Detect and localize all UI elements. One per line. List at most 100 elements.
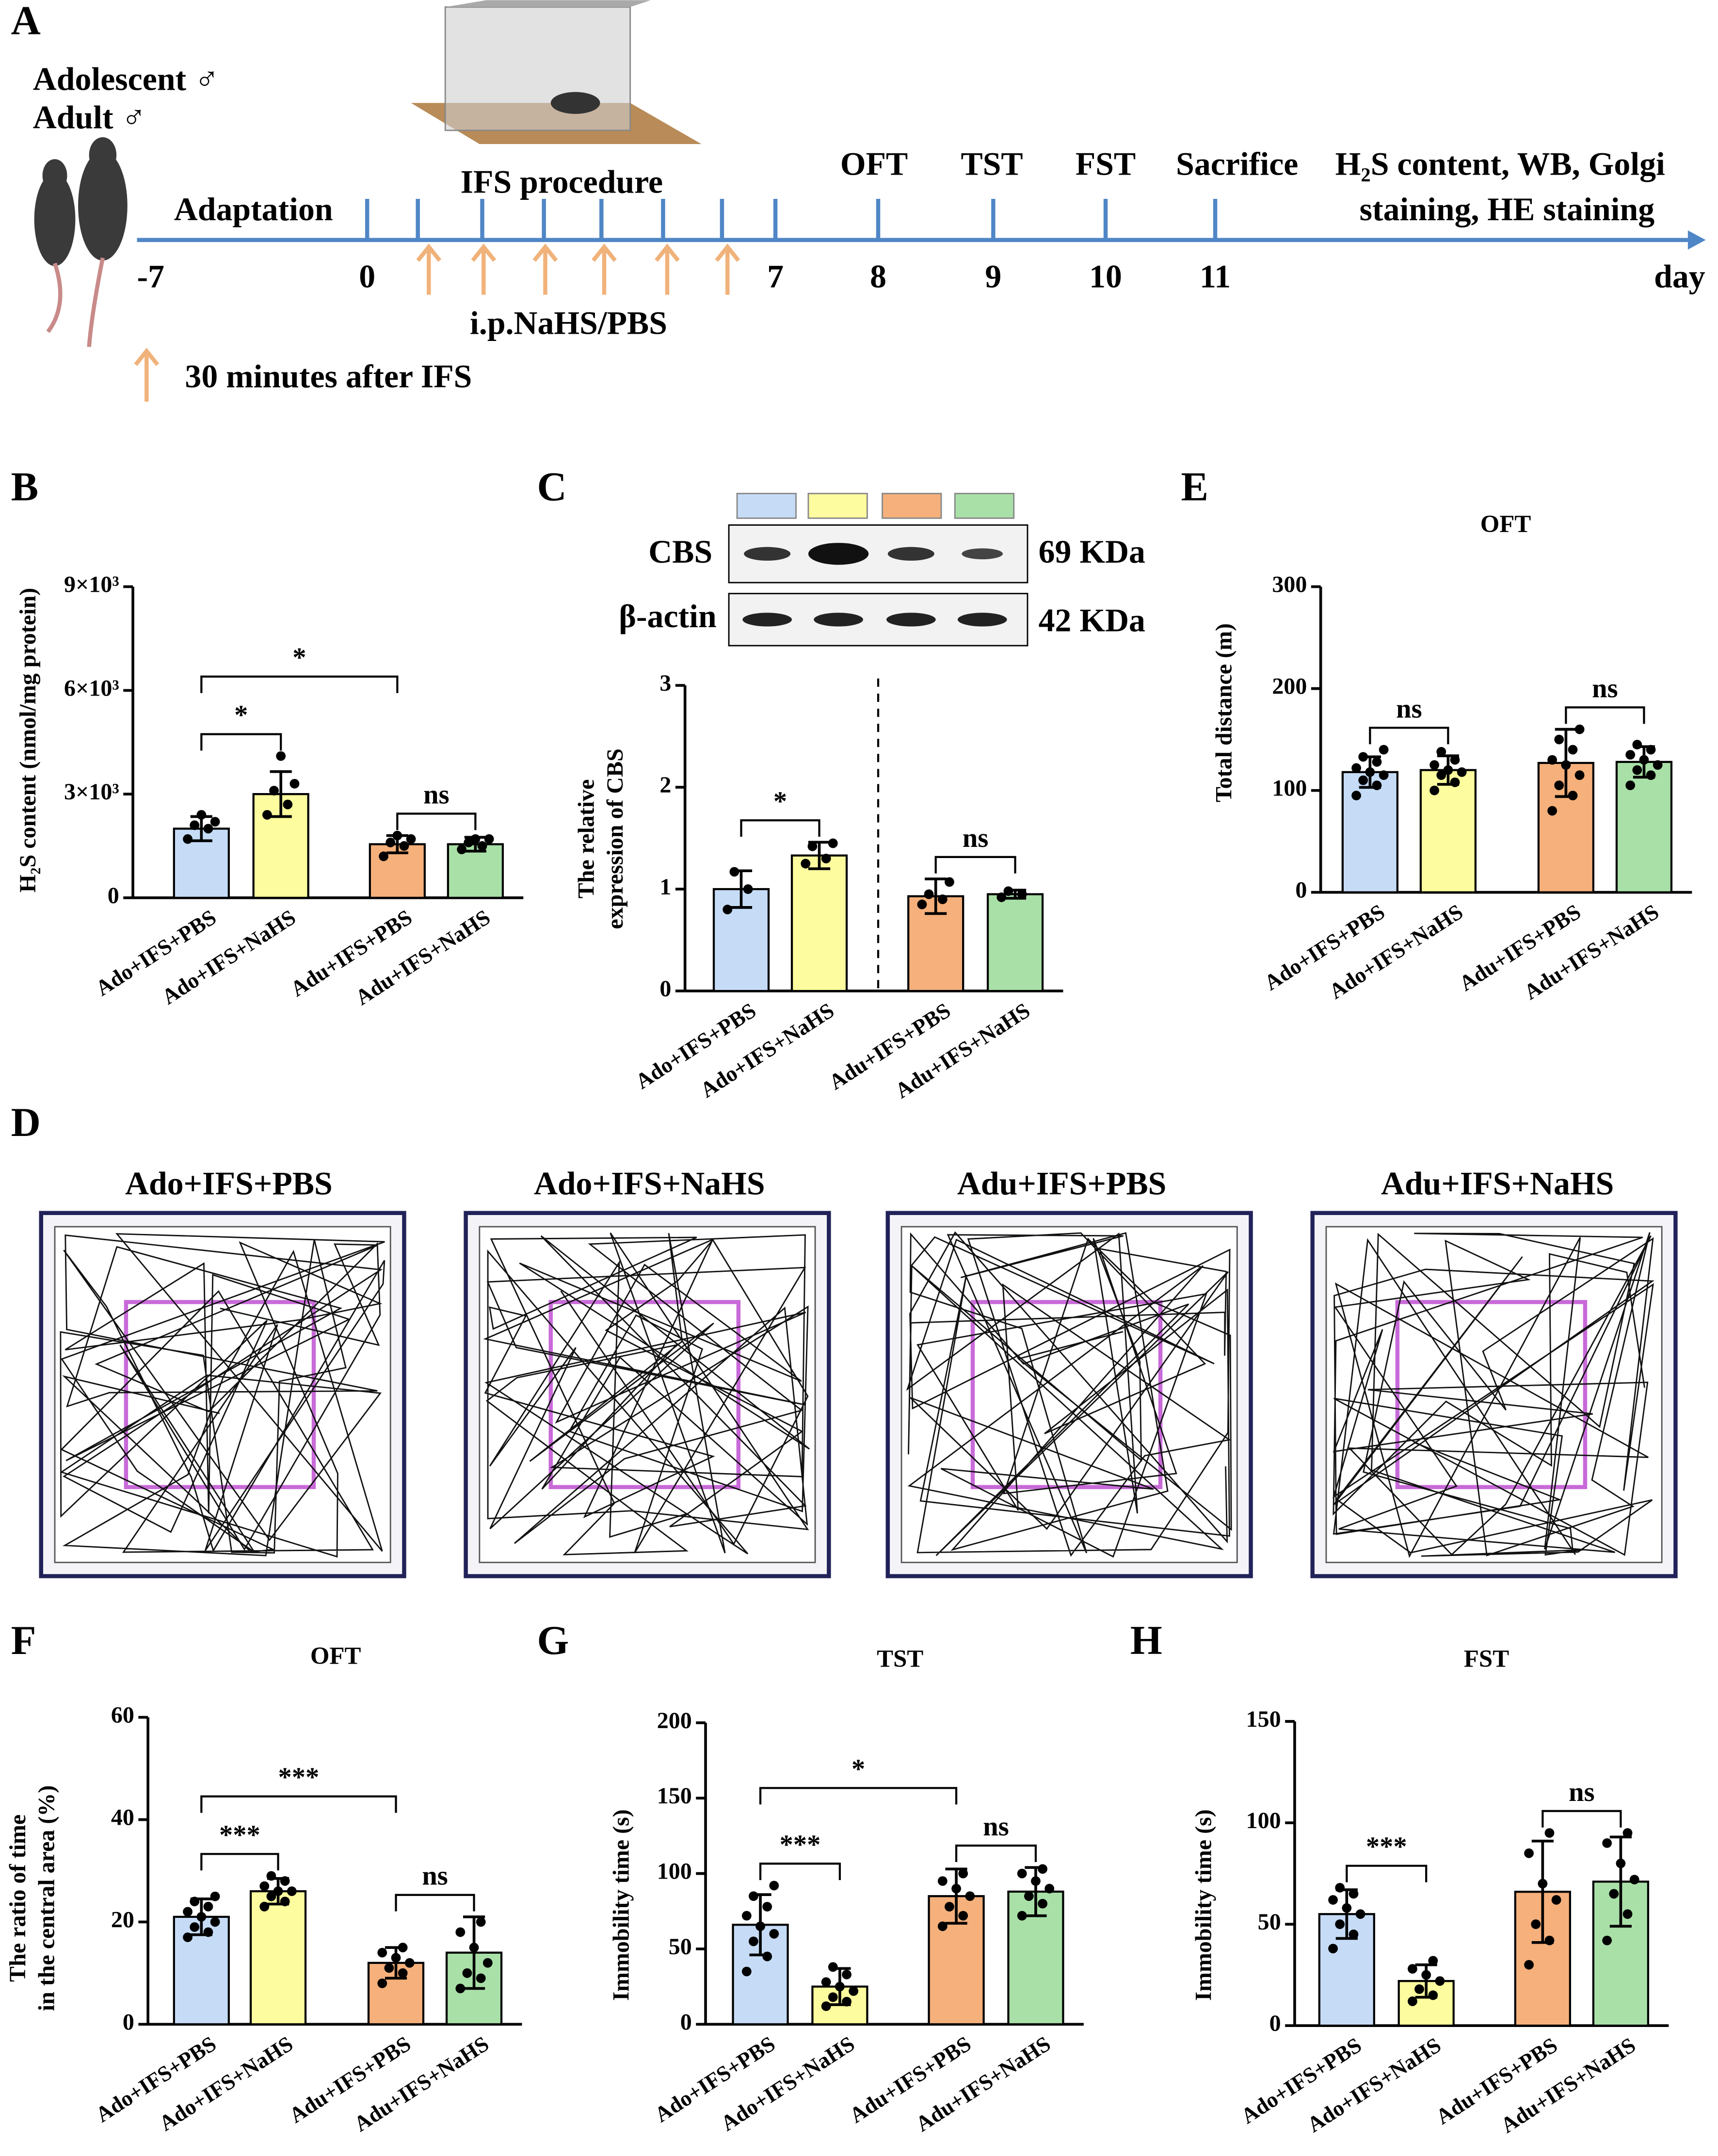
data-point [945,1902,954,1912]
data-point [384,1963,394,1973]
data-point [842,1996,851,2007]
y-tick-label: 1 [659,874,671,900]
blot-protein: CBS [648,534,712,570]
timeline-panel: A Adolescent ♂ Adult ♂ Adaptation IFS pr… [11,0,1706,402]
y-tick-label: 50 [1258,1909,1281,1935]
data-point [762,1951,772,1961]
center-zone [1395,1300,1588,1490]
panel-letter: F [11,1618,36,1663]
data-point [379,851,388,861]
y-tick-label: 60 [111,1702,134,1728]
data-point [1436,746,1446,757]
data-point [937,1921,947,1931]
data-point [404,1958,415,1968]
data-point [1524,1960,1534,1970]
data-point [455,1983,466,1994]
data-point [937,894,947,904]
panel-letter: D [11,1100,41,1145]
significance-bracket [759,1787,958,1805]
data-point [392,830,402,841]
day-label: 10 [1089,258,1122,294]
data-point [1574,770,1585,780]
data-point [749,1936,758,1946]
significance-bracket [200,733,282,751]
y-axis-label: Immobility time (s) [1190,1809,1216,2001]
data-point [1328,1944,1338,1954]
data-point [259,1901,270,1912]
data-point [1538,1879,1548,1889]
data-point [190,1922,200,1932]
data-point [1629,1875,1639,1885]
significance-bracket [955,1844,1037,1862]
data-point [1372,757,1382,767]
data-point [1031,1876,1041,1886]
data-point [210,1891,220,1901]
data-point [1435,1976,1445,1986]
ifs-arrow [532,243,558,295]
data-point [741,1966,752,1977]
cage-illustration [411,0,702,145]
y-tick-label: 40 [111,1805,134,1831]
data-point [958,1911,968,1921]
y-axis-label: The ratio of time in the central area (%) [5,1785,59,2011]
data-point [1429,760,1440,770]
data-point [457,844,467,855]
bar [986,893,1044,992]
significance-bracket [740,819,820,837]
data-point [769,1929,779,1939]
significance-label: *** [780,1830,821,1860]
day-label: 9 [985,258,1001,294]
data-point [476,1973,486,1983]
significance-label: ns [422,1861,448,1891]
data-point [1602,1935,1612,1945]
axis-unit: day [1654,258,1705,294]
x-tick-label: Ado+IFS+NaHS [717,2031,859,2136]
data-point [1003,886,1013,896]
phase: IFS procedure [461,163,663,200]
bar [1615,761,1673,893]
significance-label: *** [1366,1832,1407,1862]
data-point [1414,1984,1424,1994]
data-point [1349,1889,1359,1899]
x-tick-label: Adu+IFS+NaHS [350,2031,493,2136]
day-label: 11 [1200,258,1231,294]
data-point [965,1891,975,1901]
panel-letter: G [537,1618,569,1663]
y-axis-label: Total distance (m) [1211,623,1237,802]
y-tick-label: 200 [1272,674,1307,699]
data-point [1443,765,1453,775]
data-point [1568,791,1578,801]
y-axis-label-line: in the central area (%) [33,1785,59,2011]
significance-label: * [292,643,306,673]
y-tick-label: 20 [111,1907,134,1932]
data-point [190,820,200,830]
x-tick-label: Ado+IFS+NaHS [158,905,300,1009]
panel-letter: B [11,464,39,509]
significance-bracket [1565,706,1645,724]
data-point [1408,1964,1417,1974]
data-point [821,1977,831,1987]
data-point [1646,745,1656,755]
data-point [1429,785,1440,795]
ifs-arrow [416,243,442,295]
data-point [1551,1895,1561,1905]
data-point [262,810,272,820]
data-point [1554,734,1564,745]
y-axis-label-line: The relative [574,779,599,899]
data-point [462,1968,472,1978]
arena-title: Ado+IFS+NaHS [534,1166,765,1202]
phase: Adaptation [174,191,333,227]
bar [1419,769,1477,893]
data-point [1653,760,1663,770]
data-point [849,1986,859,1996]
y-tick-label: 0 [1269,2010,1281,2036]
x-tick-label: Ado+IFS+NaHS [1303,2033,1445,2137]
data-point [755,1921,765,1931]
data-point [729,867,739,877]
y-axis-label: H₂S content (nmol/mg protein) [15,588,41,892]
data-point [1547,806,1557,816]
data-point [398,1968,408,1978]
data-point [1351,763,1361,773]
data-point [842,1969,851,1979]
